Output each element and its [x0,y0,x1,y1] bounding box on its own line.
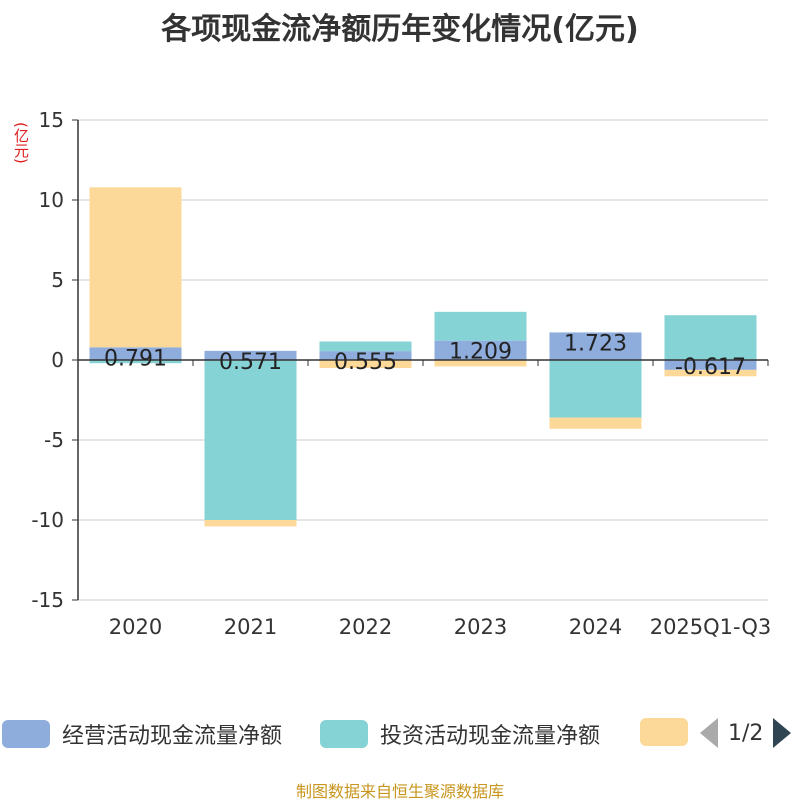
legend-swatch-financing [640,718,688,746]
bar-operating [204,350,297,360]
bar-operating [549,332,642,360]
legend-swatch-investing [320,720,368,748]
legend-label-investing: 投资活动现金流量净额 [380,724,601,749]
legend-page-indicator: 1/2 [728,720,764,746]
data-label: 0.571 [219,350,282,375]
bar-investing [549,360,642,418]
y-axis-unit: (亿元) [12,122,30,164]
bar-financing [204,520,297,527]
x-tick-label: 2020 [109,615,162,639]
bar-financing [664,369,757,377]
bar-operating [664,360,757,370]
y-tick-label: -5 [44,428,64,452]
bar-chart: 15 10 5 0 -5 -10 -15 0.791 0.571 0.555 1.209 1.723 -… [31,108,772,639]
legend-item-operating[interactable]: 经营活动现金流量净额 [2,718,282,750]
data-label: 1.723 [564,331,627,356]
legend-prev-page-icon[interactable] [700,718,718,748]
bar-investing [319,341,412,352]
data-source: 制图数据来自恒生聚源数据库 [295,782,504,801]
y-tick-label: 10 [39,188,64,212]
y-tick-label: 5 [51,268,64,292]
x-tick-label: 2023 [454,615,507,639]
x-tick-label: 2025Q1-Q3 [650,615,772,639]
y-tick-label: 15 [39,108,64,132]
legend-next-page-icon[interactable] [773,718,792,748]
x-tick-label: 2024 [569,615,622,639]
legend-label-operating: 经营活动现金流量净额 [62,724,283,749]
data-label: 0.555 [334,350,397,375]
legend-swatch-operating [2,720,50,748]
y-tick-label: 0 [51,348,64,372]
legend-pager: 1/2 [700,718,792,748]
data-label: 1.209 [449,340,512,365]
legend: 经营活动现金流量净额 投资活动现金流量净额 1/2 [0,712,800,758]
bar-investing [434,311,527,341]
bar-operating [434,340,527,360]
bar-investing [89,360,182,364]
bar-financing [89,187,182,348]
x-tick-label: 2021 [224,615,277,639]
y-tick-label: -10 [31,508,64,532]
bar-financing [549,417,642,429]
bar-financing [434,360,527,367]
bar-operating [319,351,412,360]
data-label: 0.791 [104,346,167,371]
x-tick-label: 2022 [339,615,392,639]
y-tick-label: -15 [31,588,64,612]
bar-financing [319,360,412,368]
chart-title: 各项现金流净额历年变化情况(亿元) [161,12,639,47]
bar-investing [204,360,297,520]
data-label: -0.617 [675,355,746,380]
bar-investing [664,315,757,360]
legend-item-investing[interactable]: 投资活动现金流量净额 [320,718,600,750]
bar-operating [89,347,182,360]
legend-item-financing[interactable] [640,718,700,746]
